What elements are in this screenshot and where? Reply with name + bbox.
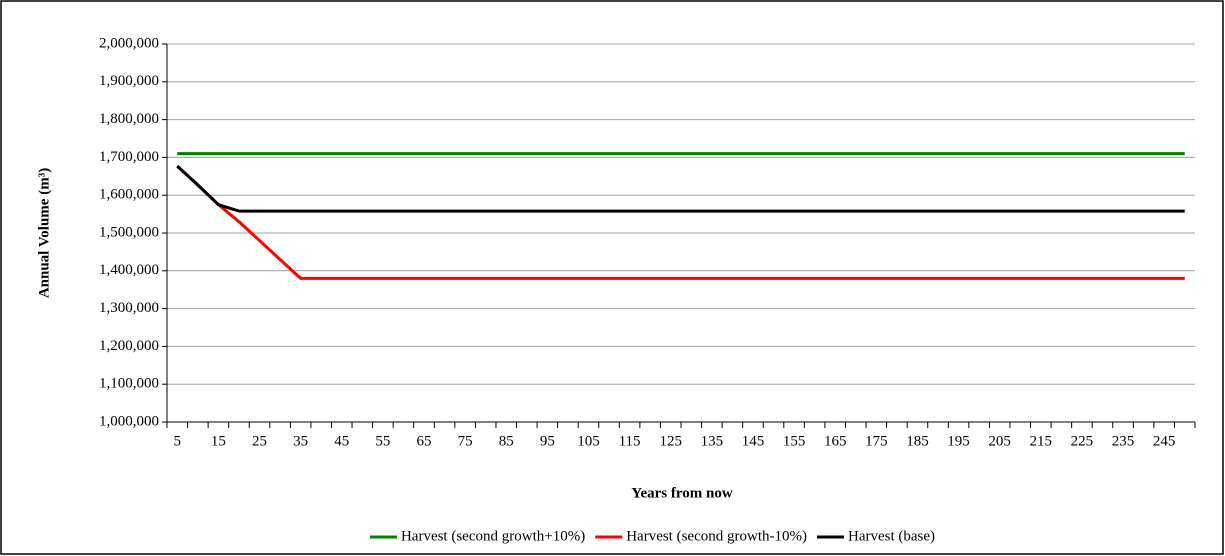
x-tick-label: 45 xyxy=(334,433,349,449)
x-tick-label: 95 xyxy=(540,433,555,449)
x-tick-label: 175 xyxy=(865,433,888,449)
x-tick-label: 5 xyxy=(174,433,182,449)
x-tick-label: 75 xyxy=(458,433,473,449)
x-tick-label: 35 xyxy=(293,433,308,449)
y-tick-label: 2,000,000 xyxy=(99,35,159,51)
x-tick-label: 235 xyxy=(1112,433,1135,449)
x-tick-label: 135 xyxy=(701,433,724,449)
y-tick-label: 1,800,000 xyxy=(99,111,159,127)
x-tick-label: 165 xyxy=(824,433,847,449)
x-tick-label: 65 xyxy=(417,433,432,449)
x-tick-label: 55 xyxy=(375,433,390,449)
y-tick-label: 1,100,000 xyxy=(99,376,159,392)
x-tick-label: 215 xyxy=(1030,433,1053,449)
y-tick-label: 1,000,000 xyxy=(99,413,159,429)
y-tick-label: 1,500,000 xyxy=(99,224,159,240)
x-tick-label: 25 xyxy=(252,433,267,449)
x-tick-label: 205 xyxy=(988,433,1011,449)
y-tick-label: 1,400,000 xyxy=(99,262,159,278)
legend-label: Harvest (base) xyxy=(848,528,935,544)
x-tick-label: 85 xyxy=(499,433,514,449)
y-tick-label: 1,900,000 xyxy=(99,73,159,89)
y-axis-label: Annual Volume (m³) xyxy=(36,168,52,298)
y-tick-label: 1,300,000 xyxy=(99,300,159,316)
x-axis-label: Years from now xyxy=(631,485,733,501)
x-tick-label: 115 xyxy=(619,433,641,449)
x-tick-label: 125 xyxy=(659,433,682,449)
x-tick-label: 245 xyxy=(1153,433,1176,449)
x-tick-label: 105 xyxy=(577,433,600,449)
x-tick-label: 155 xyxy=(783,433,806,449)
legend-label: Harvest (second growth-10%) xyxy=(626,528,807,544)
x-tick-label: 195 xyxy=(947,433,970,449)
y-tick-label: 1,600,000 xyxy=(99,187,159,203)
legend-label: Harvest (second growth+10%) xyxy=(401,528,585,544)
x-tick-label: 145 xyxy=(742,433,765,449)
x-tick-label: 185 xyxy=(906,433,929,449)
y-tick-label: 1,200,000 xyxy=(99,338,159,354)
series-line xyxy=(176,164,1185,280)
series-line xyxy=(176,164,1185,213)
x-tick-label: 225 xyxy=(1071,433,1094,449)
y-tick-label: 1,700,000 xyxy=(99,149,159,165)
x-tick-label: 15 xyxy=(211,433,226,449)
